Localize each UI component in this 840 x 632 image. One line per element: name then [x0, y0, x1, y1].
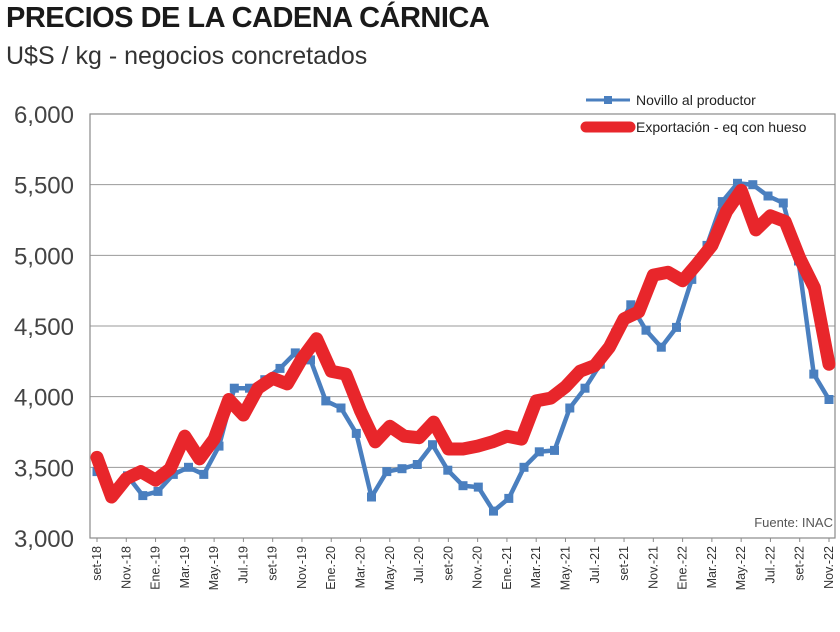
data-point-novillo [672, 322, 681, 332]
x-tick-label: set-20 [441, 546, 455, 581]
plot-area-frame [89, 113, 836, 539]
data-point-novillo [473, 482, 483, 492]
data-point-novillo [733, 178, 742, 188]
legend-marker-novillo [604, 96, 612, 104]
data-point-novillo [763, 191, 773, 201]
data-point-novillo [717, 197, 727, 207]
x-tick-label: Nov.-22 [822, 546, 836, 589]
data-point-novillo [184, 462, 193, 472]
y-tick-label: 4,500 [14, 314, 74, 341]
y-tick-label: 5,500 [14, 173, 74, 200]
data-point-novillo [351, 428, 361, 438]
data-point-novillo [367, 492, 376, 502]
data-point-novillo [748, 180, 758, 190]
chart-title: PRECIOS DE LA CADENA CÁRNICA [6, 2, 490, 34]
x-tick-label: Ene.-19 [149, 546, 163, 590]
data-point-novillo [778, 198, 788, 208]
data-point-novillo [397, 464, 407, 474]
legend-label-novillo: Novillo al productor [636, 92, 756, 108]
data-point-novillo [443, 465, 453, 475]
data-point-novillo [534, 447, 544, 457]
x-tick-label: set-21 [617, 546, 631, 581]
data-point-novillo [809, 369, 819, 379]
x-tick-label: Mar.-22 [705, 546, 719, 588]
data-point-novillo [580, 383, 590, 393]
data-point-novillo [245, 383, 254, 393]
x-tick-label: Ene.-22 [676, 546, 690, 590]
x-tick-label: Jul.-19 [236, 546, 250, 584]
data-point-novillo [199, 469, 209, 479]
x-tick-label: set-19 [266, 546, 280, 581]
data-point-novillo [656, 342, 666, 352]
x-tick-label: Mar.-19 [178, 546, 192, 588]
data-point-novillo [565, 403, 575, 413]
data-point-novillo [306, 355, 315, 365]
x-tick-label: May.-22 [734, 546, 748, 590]
y-tick-label: 3,500 [14, 455, 74, 482]
data-point-novillo [214, 441, 224, 451]
data-point-novillo [641, 325, 651, 335]
data-point-novillo [824, 395, 834, 404]
y-tick-label: 4,000 [14, 385, 74, 412]
x-tick-label: Ene.-20 [324, 546, 338, 590]
y-axis-ticks: 3,000 3,500 4,000 4,500 5,000 5,500 6,000 [14, 102, 74, 553]
data-point-novillo [275, 363, 285, 373]
x-axis-ticks: set-18 Nov.-18 Ene.-19 Mar.-19 May.-19 Jul.-1… [90, 538, 836, 590]
data-point-novillo [382, 467, 392, 477]
data-point-novillo [550, 445, 559, 455]
data-point-novillo [504, 493, 514, 503]
x-tick-label: Jul.-22 [763, 546, 777, 584]
x-tick-label: May.-20 [383, 546, 397, 590]
x-tick-label: Jul.-20 [412, 546, 426, 584]
x-tick-label: Nov.-18 [119, 546, 133, 589]
x-tick-label: set-18 [90, 546, 104, 581]
series-line-1 [90, 183, 836, 504]
data-point-novillo [489, 506, 498, 516]
x-tick-label: Nov.-20 [471, 546, 485, 589]
x-tick-label: Jul.-21 [588, 546, 602, 584]
data-point-novillo [336, 403, 346, 413]
data-point-novillo [428, 440, 437, 450]
data-point-novillo [290, 348, 300, 358]
x-tick-label: May.-19 [207, 546, 221, 590]
data-point-novillo [412, 460, 422, 469]
legend-label-exportacion: Exportación - eq con hueso [636, 119, 807, 135]
data-point-novillo [321, 396, 331, 406]
series-layer [90, 178, 836, 516]
y-tick-label: 5,000 [14, 243, 74, 270]
x-tick-label: Nov.-19 [295, 546, 309, 589]
x-tick-label: May.-21 [558, 546, 572, 590]
data-point-novillo [153, 486, 163, 496]
x-tick-label: Nov.-21 [646, 546, 660, 589]
legend: Novillo al productor Exportación - eq co… [580, 92, 807, 135]
data-point-novillo [138, 491, 148, 501]
source-note: Fuente: INAC [754, 515, 833, 530]
x-tick-label: Ene.-21 [500, 546, 514, 590]
data-point-novillo [519, 462, 529, 472]
x-tick-label: Mar.-21 [529, 546, 543, 588]
data-point-novillo [229, 383, 239, 393]
y-tick-label: 6,000 [14, 102, 74, 129]
chart-subtitle: U$S / kg - negocios concretados [6, 42, 368, 70]
data-point-novillo [458, 481, 468, 491]
x-tick-label: set-22 [793, 546, 807, 581]
y-tick-label: 3,000 [14, 526, 74, 553]
x-tick-label: Mar.-20 [354, 546, 368, 588]
data-point-novillo [626, 300, 636, 310]
